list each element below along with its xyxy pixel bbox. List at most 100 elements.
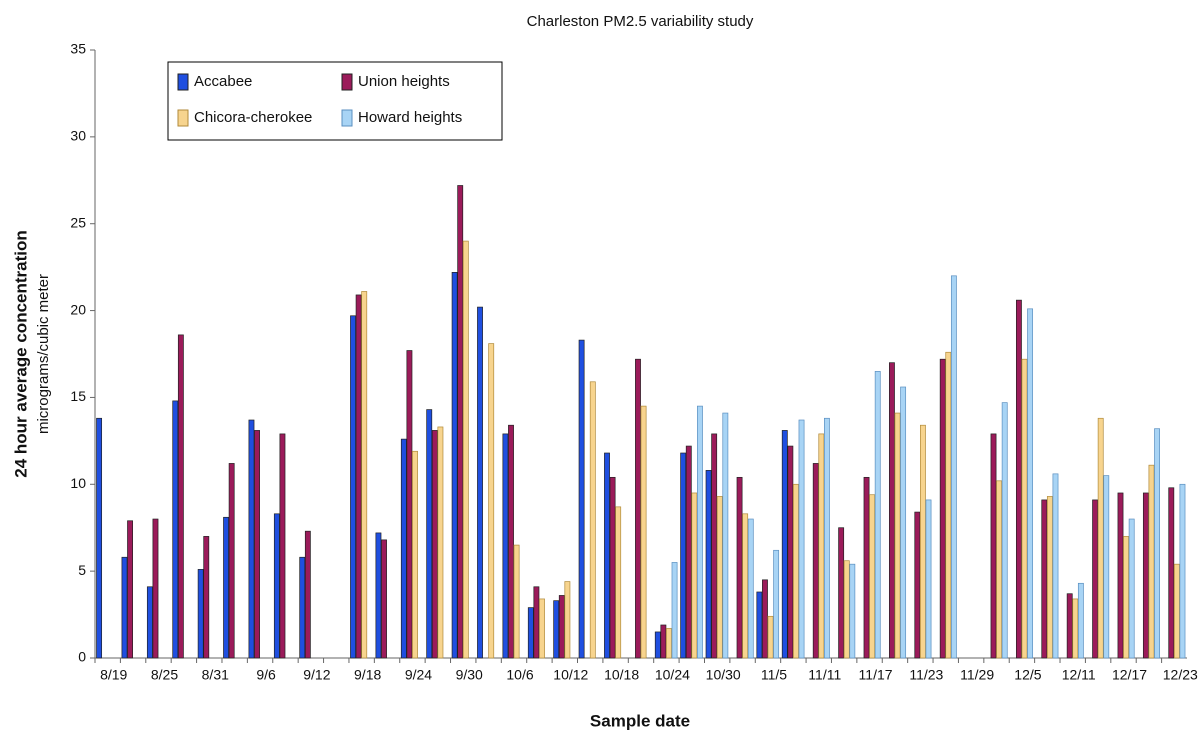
bar (747, 518, 754, 659)
bar (1179, 483, 1186, 659)
bar (355, 294, 362, 659)
bar (736, 476, 743, 659)
x-tick-label: 11/11 (808, 667, 841, 683)
bar (508, 424, 514, 659)
bar (451, 272, 458, 659)
legend-label: Howard heights (358, 109, 462, 126)
bar (1015, 299, 1022, 659)
bar (146, 586, 153, 659)
bar (1117, 492, 1124, 659)
legend: Accabee Union heights Chicora-cherokee Howa… (167, 61, 503, 141)
bar (919, 424, 926, 659)
bar (773, 549, 780, 659)
x-tick-label: 10/6 (506, 667, 533, 683)
bar (945, 351, 952, 659)
x-tick-label: 11/23 (909, 667, 943, 683)
bar (127, 520, 133, 659)
bar (375, 532, 382, 659)
x-tick-label: 8/31 (202, 667, 229, 683)
bar (426, 409, 433, 659)
bar (635, 358, 641, 659)
bar (203, 536, 210, 659)
bar (716, 496, 723, 659)
bar (838, 527, 845, 659)
bar (925, 499, 932, 659)
y-tick-label: 10 (70, 475, 86, 491)
bar (197, 569, 204, 659)
bar (742, 513, 749, 659)
y-tick-label: 0 (78, 649, 86, 665)
bar (781, 430, 788, 659)
y-axis-title: 24 hour average concentration (11, 230, 30, 478)
bar (477, 306, 483, 659)
y-tick-label: 20 (70, 301, 86, 317)
bar (1173, 563, 1180, 659)
bar (654, 631, 661, 659)
x-tick-label: 11/5 (761, 667, 787, 683)
bar (431, 430, 438, 659)
bar (914, 511, 921, 659)
bar (533, 586, 540, 659)
bar (604, 452, 610, 659)
bar (539, 598, 545, 659)
bar (849, 563, 856, 659)
bar (1041, 499, 1048, 659)
bar (863, 476, 870, 659)
legend-label: Chicora-cherokee (194, 109, 312, 126)
bar (1092, 499, 1099, 659)
y-tick-label: 30 (70, 128, 86, 144)
bar (640, 405, 647, 659)
bar (1052, 473, 1059, 659)
bar (412, 450, 418, 659)
bar (1128, 518, 1135, 659)
y-tick-label: 15 (70, 388, 86, 404)
x-tick-label: 8/19 (100, 667, 127, 683)
legend-swatch (177, 109, 189, 127)
bar (553, 600, 560, 659)
y-tick-label: 35 (70, 41, 86, 57)
bar (818, 433, 825, 659)
bar (1168, 487, 1175, 659)
bar (488, 343, 495, 659)
legend-label: Accabee (194, 73, 252, 90)
bar (578, 339, 585, 659)
bar (1021, 358, 1028, 659)
bar (96, 417, 103, 659)
bar (152, 518, 159, 659)
bar (254, 430, 260, 659)
bar (273, 513, 280, 659)
bar (615, 506, 622, 659)
bar (798, 419, 805, 659)
bar (705, 470, 712, 659)
bar (680, 452, 687, 659)
bar (299, 556, 306, 659)
x-tick-label: 9/12 (303, 667, 330, 683)
bar (1123, 536, 1130, 659)
bar (381, 539, 387, 659)
chart-title: Charleston PM2.5 variability study (527, 13, 754, 30)
bar (722, 412, 729, 659)
bar (671, 562, 678, 659)
bar (1001, 402, 1008, 659)
bar (990, 433, 997, 659)
legend-label: Union heights (358, 73, 450, 90)
x-axis-title: Sample date (590, 711, 690, 730)
bar (589, 381, 596, 659)
bar (513, 544, 520, 659)
bar (900, 386, 907, 659)
x-tick-label: 9/30 (456, 667, 483, 683)
bar (894, 412, 901, 659)
bar (824, 417, 830, 659)
bar (457, 185, 464, 659)
bar (691, 492, 698, 659)
y-tick-label: 25 (70, 214, 86, 230)
x-tick-label: 9/18 (354, 667, 381, 683)
x-tick-label: 12/17 (1112, 667, 1147, 683)
bar (812, 463, 819, 659)
bar (950, 275, 957, 659)
bar (767, 615, 774, 659)
bar (502, 433, 509, 659)
legend-swatch (341, 73, 353, 91)
bar (350, 315, 356, 659)
